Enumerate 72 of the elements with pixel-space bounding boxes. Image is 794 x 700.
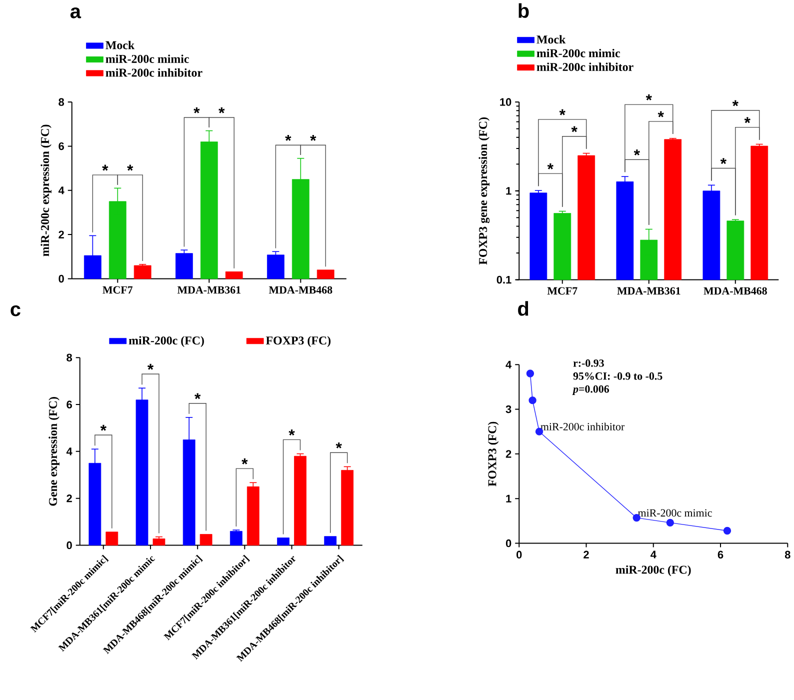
annotation: miR-200c inhibitor bbox=[540, 422, 625, 430]
y-tick-label: 4 bbox=[66, 448, 72, 456]
legend-label: miR-200c inhibitor bbox=[536, 62, 634, 72]
legend-label: miR-200c (FC) bbox=[128, 336, 204, 347]
annotation: * bbox=[218, 107, 225, 114]
x-tick-label: 6 bbox=[718, 550, 724, 559]
y-axis-title: FOXP3 gene expression (FC) bbox=[478, 117, 490, 265]
x-tick-label: MDA-MB361 bbox=[177, 286, 240, 294]
annotation: * bbox=[720, 158, 727, 164]
annotation: * bbox=[285, 134, 292, 141]
y-tick-label: 10 bbox=[500, 98, 512, 106]
annotation: miR-200c mimic bbox=[638, 509, 712, 517]
y-tick-label: 1 bbox=[506, 187, 512, 195]
legend-label: miR-200c mimic bbox=[536, 48, 620, 58]
y-tick-label: 8 bbox=[66, 354, 72, 362]
y-tick-label: 2 bbox=[506, 450, 512, 458]
y-tick-label: 3 bbox=[506, 405, 512, 414]
legend-label: Mock bbox=[536, 35, 566, 44]
annotation: * bbox=[194, 393, 201, 400]
x-tick-label: MDA-MB468 bbox=[704, 287, 767, 295]
y-tick-label: 1 bbox=[506, 494, 512, 502]
y-tick-label: 0 bbox=[58, 274, 64, 283]
x-tick-label: 2 bbox=[584, 550, 589, 558]
annotation: p=0.006 bbox=[572, 385, 610, 395]
chart-title: a bbox=[70, 7, 82, 18]
y-tick-label: 2 bbox=[58, 230, 64, 238]
y-tick-label: 6 bbox=[58, 142, 64, 150]
annotation: * bbox=[658, 111, 664, 118]
chart-title: c bbox=[10, 305, 20, 316]
annotation: * bbox=[242, 458, 248, 464]
annotation: * bbox=[310, 134, 316, 141]
legend-label: miR-200c inhibitor bbox=[106, 68, 202, 77]
x-tick-label: 0 bbox=[516, 550, 522, 559]
annotation: * bbox=[547, 163, 554, 170]
annotation: * bbox=[571, 126, 578, 132]
x-tick-label: MCF7 bbox=[102, 286, 133, 294]
y-tick-label: 0 bbox=[66, 541, 72, 550]
y-axis-title: Gene expression (FC) bbox=[48, 397, 60, 506]
legend-label: FOXP3 (FC) bbox=[266, 336, 331, 347]
annotation: * bbox=[288, 430, 295, 436]
annotation: r:-0.93 bbox=[573, 359, 604, 367]
y-tick-label: 0 bbox=[506, 539, 512, 548]
x-tick-label: MCF7 bbox=[547, 287, 578, 295]
annotation: * bbox=[127, 164, 134, 171]
annotation: * bbox=[336, 442, 342, 448]
legend-label: miR-200c mimic bbox=[106, 54, 189, 63]
y-tick-label: 4 bbox=[506, 360, 512, 368]
annotation: * bbox=[732, 100, 738, 106]
x-tick-label: MDA-MB468 bbox=[268, 286, 332, 294]
annotation: * bbox=[194, 107, 200, 114]
annotation: * bbox=[744, 117, 750, 124]
y-tick-label: 0.1 bbox=[496, 276, 512, 284]
y-axis-title: miR-200c expression (FC) bbox=[40, 124, 52, 256]
legend-label: Mock bbox=[106, 40, 135, 50]
y-tick-label: 8 bbox=[58, 98, 64, 106]
annotation: * bbox=[559, 109, 566, 116]
annotation: 95%CI: -0.9 to -0.5 bbox=[573, 372, 662, 380]
chart-title: d bbox=[518, 301, 528, 316]
y-axis-title: FOXP3 (FC) bbox=[488, 422, 499, 486]
y-tick-label: 4 bbox=[58, 186, 64, 194]
x-axis-title: miR-200c (FC) bbox=[616, 565, 691, 576]
annotation: * bbox=[102, 164, 108, 171]
x-tick-label: MDA-MB361 bbox=[617, 287, 680, 295]
annotation: * bbox=[147, 364, 154, 370]
x-tick-label: 8 bbox=[784, 550, 790, 559]
text: * bbox=[646, 94, 652, 100]
x-tick-label: 4 bbox=[650, 550, 656, 558]
annotation: * bbox=[634, 149, 640, 156]
chart-title: b bbox=[518, 3, 529, 18]
y-tick-label: 2 bbox=[66, 494, 72, 502]
y-tick-label: 6 bbox=[66, 400, 72, 408]
annotation: * bbox=[100, 424, 106, 431]
